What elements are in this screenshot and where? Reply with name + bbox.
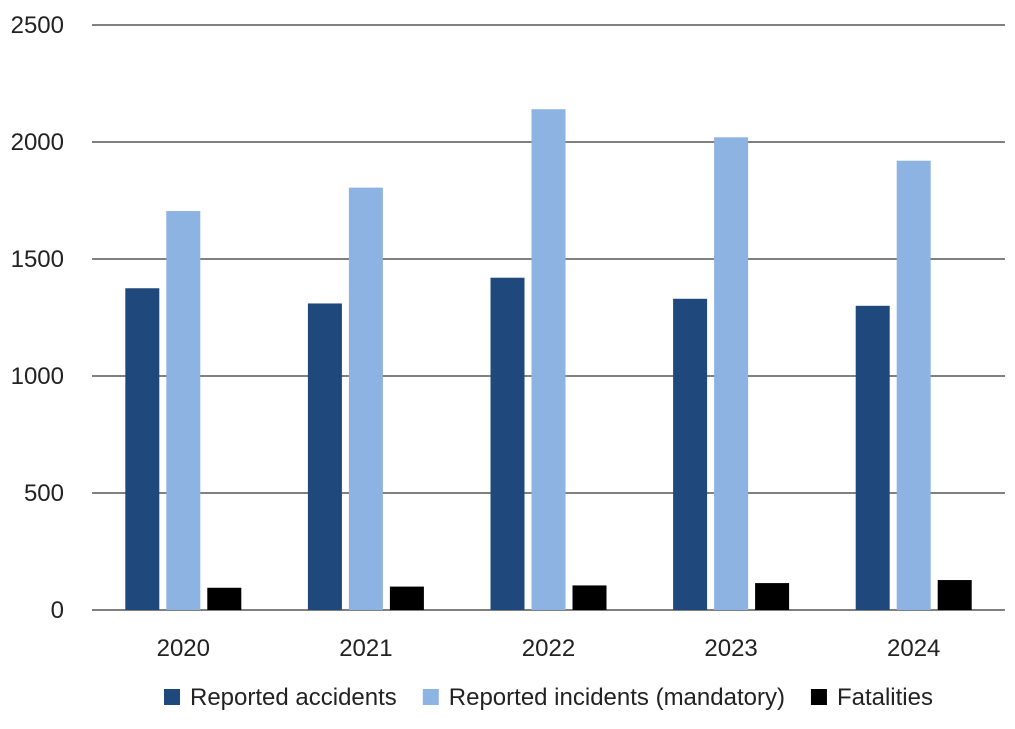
bar-reported-accidents-2022 [490,277,525,610]
bar-fatalities-2022 [572,585,607,610]
legend-item: Reported incidents (mandatory) [422,684,785,711]
bar-fatalities-2023 [755,583,790,610]
y-tick-label: 1500 [11,246,64,273]
bar-reported-incidents-mandatory-2022 [531,109,566,611]
y-axis-ticks: 0 500 1000 1500 2000 2500 [11,12,64,624]
y-tick-label: 2000 [11,129,64,156]
legend-label: Fatalities [837,684,933,711]
bar-fatalities-2024 [937,580,972,610]
x-tick-label: 2020 [157,635,210,662]
legend-label: Reported accidents [190,684,397,711]
bar-reported-incidents-mandatory-2021 [348,187,383,610]
legend-swatch [810,689,827,705]
legend-item: Fatalities [810,684,933,711]
legend-label: Reported incidents (mandatory) [449,684,785,711]
x-axis-ticks: 2020 2021 2022 2023 2024 [157,635,941,662]
legend-item: Reported accidents [163,684,397,711]
bar-reported-accidents-2023 [673,298,708,610]
bar-reported-incidents-mandatory-2020 [166,211,201,610]
y-tick-label: 1000 [11,363,64,390]
legend-swatch [163,689,180,705]
bar-reported-accidents-2021 [307,303,342,610]
x-tick-label: 2024 [887,635,940,662]
x-tick-label: 2022 [522,635,575,662]
legend: Reported accidents Reported incidents (ma… [163,684,933,711]
y-tick-label: 2500 [11,12,64,39]
bar-reported-incidents-mandatory-2023 [714,137,749,610]
bars [125,109,972,611]
y-tick-label: 500 [24,480,64,507]
x-tick-label: 2021 [339,635,392,662]
bar-reported-accidents-2020 [125,288,160,610]
legend-swatch [422,689,439,705]
bar-fatalities-2021 [389,586,424,610]
bar-fatalities-2020 [207,587,242,610]
x-tick-label: 2023 [704,635,757,662]
bar-reported-accidents-2024 [855,305,890,610]
y-tick-label: 0 [51,597,64,624]
bar-reported-incidents-mandatory-2024 [896,160,931,610]
